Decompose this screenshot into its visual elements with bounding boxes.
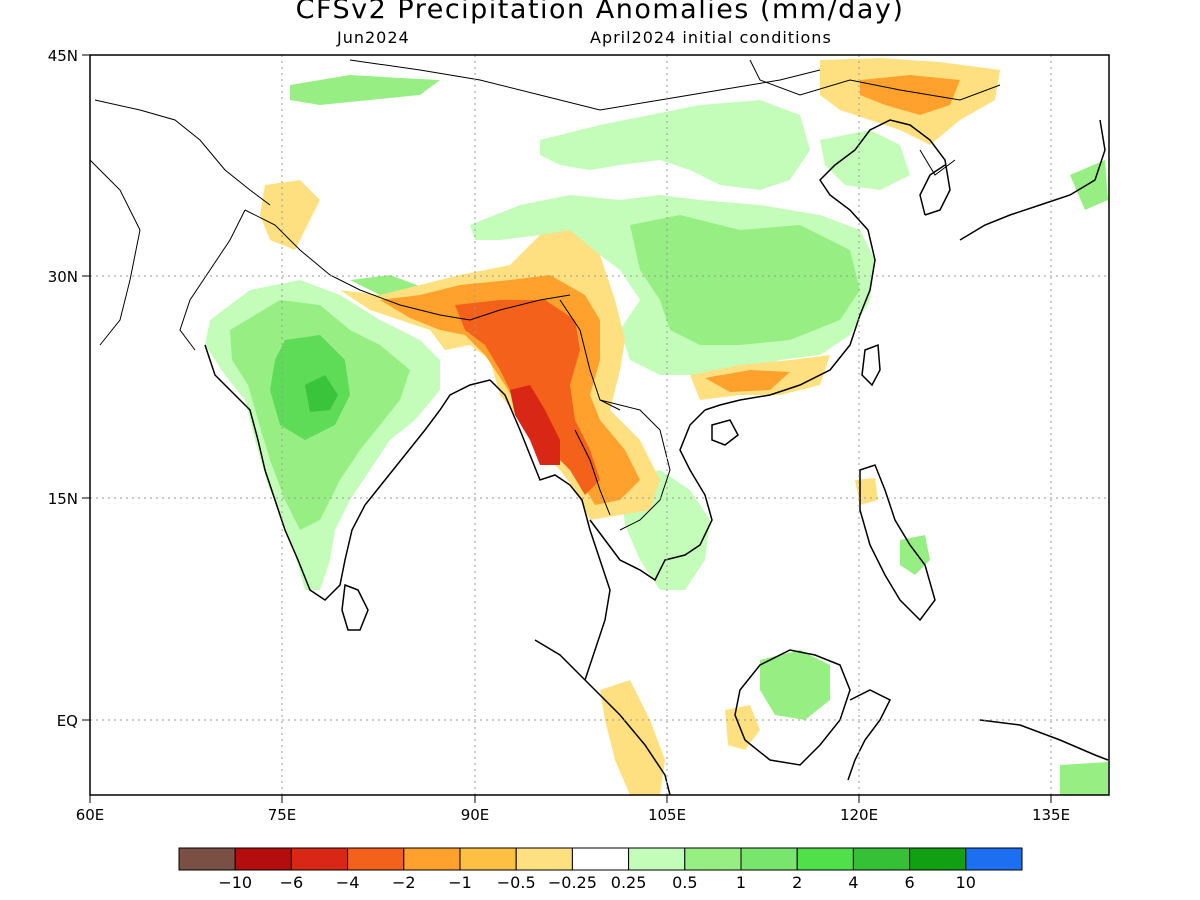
- colorbar-box: [234, 847, 292, 871]
- coastlines: [204, 119, 1109, 795]
- dry-patch-south-china-core: [705, 370, 790, 392]
- dry-patch-sumatra: [600, 680, 665, 795]
- taiwan-coast: [861, 343, 881, 387]
- lat-label-15n: 15N: [48, 490, 78, 508]
- wet-patch-north-china: [540, 100, 810, 190]
- colorbar-label: 6: [905, 873, 915, 892]
- lon-label-60e: 60E: [76, 806, 105, 824]
- border-pakistan: [179, 209, 246, 351]
- colorbar-box: [684, 847, 742, 871]
- colorbar-label: 0.5: [672, 873, 697, 892]
- colorbar-label: 0.25: [611, 873, 647, 892]
- colorbar-box: [178, 847, 236, 871]
- colorbar-label: −1: [448, 873, 472, 892]
- colorbar-label: 10: [956, 873, 976, 892]
- wet-patch-new-guinea: [1060, 762, 1108, 795]
- lon-label-135e: 135E: [1032, 806, 1070, 824]
- map-frame: [89, 54, 1110, 796]
- lat-label-eq: EQ: [57, 712, 78, 730]
- colorbar-box: [965, 847, 1023, 871]
- colorbar-label: −6: [280, 873, 304, 892]
- dry-patch-northeast-china: [860, 75, 960, 115]
- lon-label-90e: 90E: [461, 806, 490, 824]
- colorbar-label: 1: [736, 873, 746, 892]
- wet-patch-japan: [1070, 160, 1108, 210]
- colorbar-label: −4: [336, 873, 360, 892]
- dry-patch-borneo-west: [725, 705, 760, 750]
- sumatra-coast: [534, 639, 671, 795]
- colorbar-box: [459, 847, 517, 871]
- sulawesi-coast: [847, 689, 892, 781]
- colorbar-labels: −10 −6 −4 −2 −1 −0.5 −0.25 0.25 0.5 1 2 4 6 10: [218, 873, 976, 892]
- border-iran: [90, 159, 141, 346]
- forecast-month: Jun2024: [337, 28, 410, 47]
- new-guinea-coast: [979, 719, 1109, 761]
- colorbar-box: [740, 847, 798, 871]
- border-mongolia: [349, 59, 821, 111]
- border-himalaya: [244, 209, 571, 321]
- colorbar-label: 2: [792, 873, 802, 892]
- wet-patch-china-central-mid: [630, 215, 860, 345]
- colorbar-box: [571, 847, 630, 871]
- border-central-asia: [94, 99, 271, 206]
- lat-label-30n: 30N: [48, 268, 78, 286]
- wet-patch-philippines: [900, 535, 930, 575]
- china-coast: [704, 119, 951, 411]
- india-coast: [204, 344, 491, 601]
- colorbar-label: −0.5: [497, 873, 536, 892]
- wet-patch-korea: [820, 130, 910, 190]
- colorbar-box: [515, 847, 573, 871]
- border-thailand: [574, 429, 611, 516]
- border-myanmar-china: [559, 299, 621, 411]
- border-indochina: [599, 399, 671, 531]
- colorbar-label: −10: [218, 873, 252, 892]
- colorbar-box: [290, 847, 349, 871]
- korea-coast: [919, 164, 946, 216]
- malay-coast: [589, 409, 713, 582]
- srilanka-coast: [341, 583, 369, 631]
- wet-patch-borneo: [760, 650, 830, 720]
- dry-patch-kashmir: [260, 180, 320, 250]
- wet-patch-kazakh: [290, 75, 440, 105]
- colorbar-box: [796, 847, 854, 871]
- gridlines: [90, 55, 1109, 795]
- lon-label-105e: 105E: [648, 806, 686, 824]
- border-russia-china: [749, 59, 1001, 101]
- anomaly-field: [205, 58, 1108, 795]
- colorbar-label: −2: [392, 873, 416, 892]
- lat-label-45n: 45N: [48, 47, 78, 65]
- colorbar: [178, 847, 1023, 871]
- initial-conditions: April2024 initial conditions: [590, 28, 832, 47]
- colorbar-box: [909, 847, 967, 871]
- lon-label-120e: 120E: [840, 806, 878, 824]
- country-borders: [90, 59, 1001, 531]
- wet-patch-india-core-strong: [305, 375, 338, 412]
- dry-patch-luzon: [855, 478, 878, 505]
- colorbar-label: −0.25: [548, 873, 597, 892]
- chart-title: CFSv2 Precipitation Anomalies (mm/day): [295, 0, 905, 25]
- colorbar-box: [628, 847, 686, 871]
- border-korea: [919, 149, 956, 176]
- colorbar-box: [852, 847, 911, 871]
- japan-coast: [959, 119, 1106, 241]
- colorbar-label: 4: [848, 873, 858, 892]
- philippines-coast: [859, 464, 936, 622]
- colorbar-box: [403, 847, 461, 871]
- tick-marks: [82, 54, 1052, 803]
- hainan-coast: [711, 419, 739, 446]
- bay-of-bengal-coast: [489, 379, 611, 681]
- colorbar-box: [347, 847, 405, 871]
- dry-patch-myanmar-core: [510, 385, 560, 465]
- lon-label-75e: 75E: [268, 806, 297, 824]
